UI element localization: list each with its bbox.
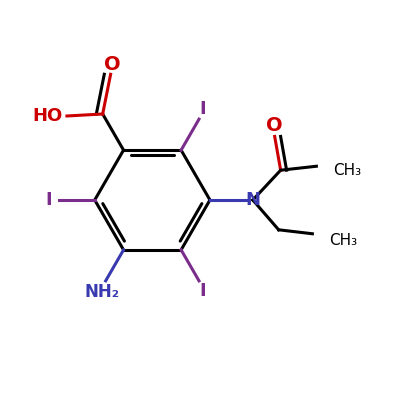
Text: HO: HO	[33, 107, 63, 125]
Text: I: I	[200, 282, 206, 300]
Text: CH₃: CH₃	[333, 163, 361, 178]
Text: I: I	[46, 191, 52, 209]
Text: NH₂: NH₂	[84, 283, 119, 301]
Text: CH₃: CH₃	[329, 234, 357, 248]
Text: I: I	[200, 100, 206, 118]
Text: O: O	[266, 116, 283, 135]
Text: O: O	[104, 55, 121, 74]
Text: N: N	[245, 191, 260, 209]
